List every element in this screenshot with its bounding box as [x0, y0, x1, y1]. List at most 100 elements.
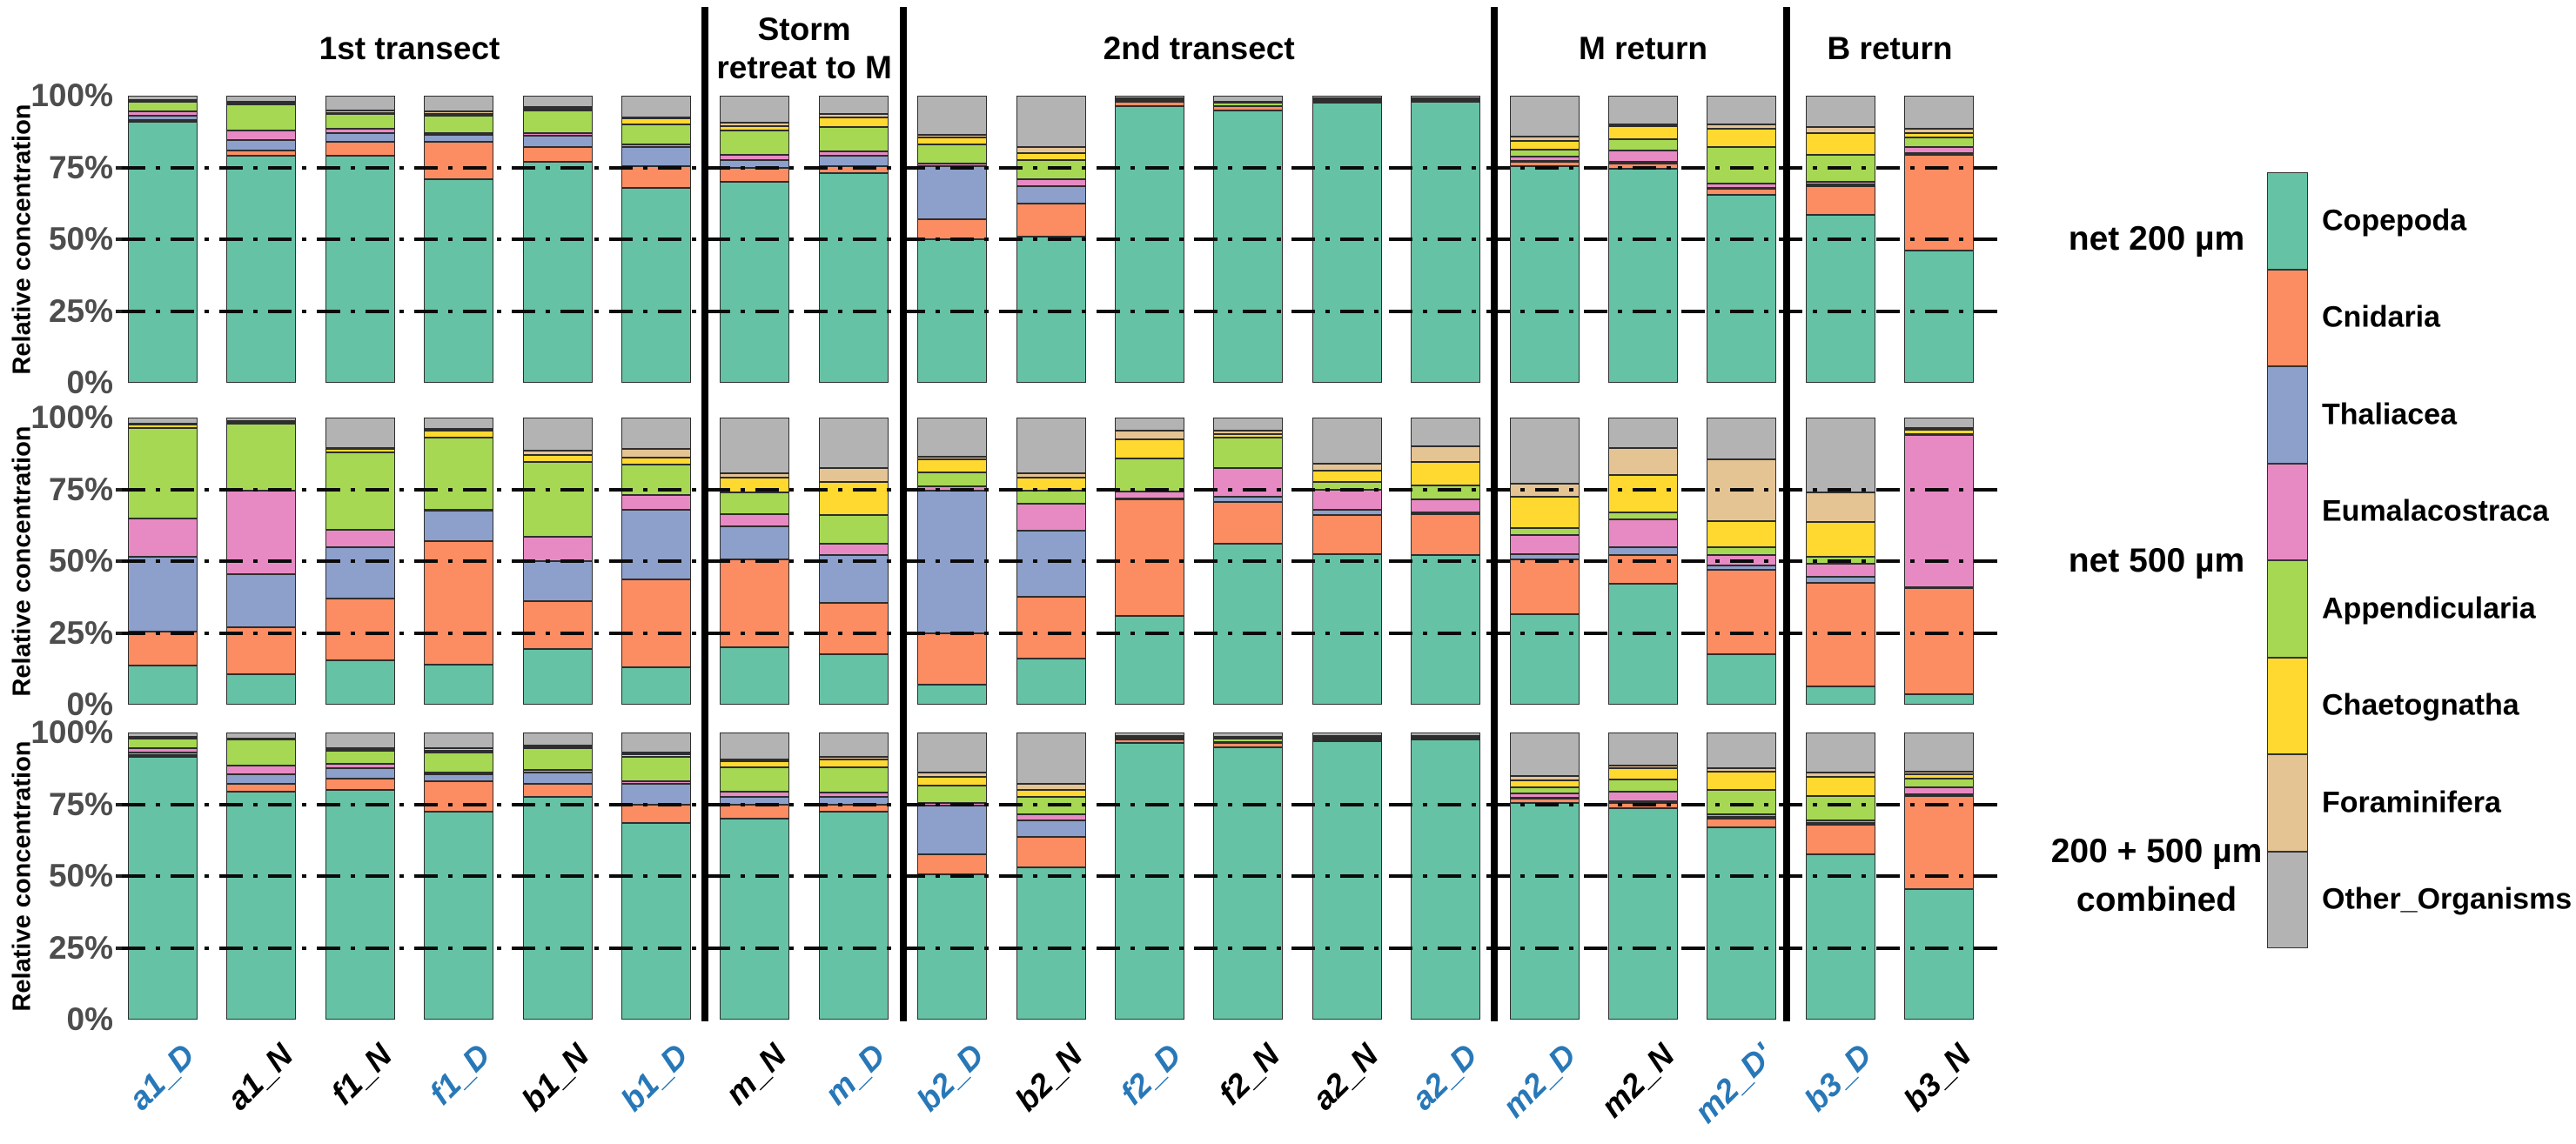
- segment-copepoda: [1115, 615, 1184, 705]
- legend-swatch-other_organisms: [2267, 851, 2308, 948]
- segment-other_organisms: [1411, 418, 1481, 446]
- segment-appendicularia: [818, 127, 889, 152]
- segment-thaliacea: [621, 147, 691, 166]
- segment-foraminifera: [424, 748, 494, 752]
- x-label-m_D: m_D: [817, 1037, 892, 1112]
- segment-foraminifera: [917, 134, 988, 137]
- segment-appendicularia: [917, 786, 988, 803]
- segment-eumalacostraca: [1509, 793, 1580, 798]
- segment-cnidaria: [818, 602, 889, 655]
- segment-chaetognatha: [424, 751, 494, 753]
- segment-thaliacea: [1805, 577, 1875, 583]
- segment-eumalacostraca: [1016, 504, 1086, 532]
- segment-other_organisms: [1805, 96, 1875, 128]
- gridline-25pct: [122, 946, 2002, 950]
- segment-chaetognatha: [325, 749, 395, 752]
- segment-thaliacea: [917, 165, 988, 219]
- bar-m2_N-net-200-m: [1608, 96, 1678, 383]
- segment-other_organisms: [1707, 418, 1777, 459]
- section-header-line: M return: [1579, 30, 1707, 66]
- segment-foraminifera: [720, 759, 790, 761]
- segment-appendicularia: [621, 124, 691, 145]
- segment-other_organisms: [818, 733, 889, 758]
- segment-cnidaria: [522, 784, 593, 798]
- bar-a2_N-net-200-m: [1311, 96, 1382, 383]
- segment-copepoda: [1213, 746, 1284, 1020]
- segment-thaliacea: [1016, 820, 1086, 838]
- segment-cnidaria: [720, 804, 790, 819]
- y-tick-label-100: 100%: [30, 714, 113, 750]
- segment-eumalacostraca: [1707, 814, 1777, 818]
- segment-appendicularia: [1509, 149, 1580, 157]
- segment-cnidaria: [917, 854, 988, 875]
- segment-other_organisms: [720, 733, 790, 760]
- x-label-f2_N: f2_N: [1211, 1037, 1287, 1112]
- segment-copepoda: [1707, 826, 1777, 1020]
- segment-foraminifera: [818, 757, 889, 760]
- segment-cnidaria: [424, 781, 494, 812]
- segment-other_organisms: [720, 418, 790, 474]
- segment-cnidaria: [917, 218, 988, 239]
- legend-label-copepoda: Copepoda: [2322, 204, 2467, 237]
- segment-cnidaria: [917, 632, 988, 685]
- segment-eumalacostraca: [522, 132, 593, 137]
- segment-chaetognatha: [720, 761, 790, 767]
- segment-foraminifera: [1509, 136, 1580, 141]
- y-tick-mark-75: [116, 165, 127, 170]
- segment-other_organisms: [1213, 418, 1284, 431]
- legend-swatch-cnidaria: [2267, 269, 2308, 366]
- bar-b3_D-net-200-m: [1805, 96, 1875, 383]
- segment-other_organisms: [1016, 96, 1086, 148]
- segment-cnidaria: [1904, 795, 1975, 889]
- bar-f2_D-200-500-m-combined: [1115, 733, 1184, 1020]
- segment-other_organisms: [1115, 733, 1184, 736]
- bar-m_N-200-500-m-combined: [720, 733, 790, 1020]
- segment-copepoda: [818, 654, 889, 705]
- segment-copepoda: [1311, 102, 1382, 383]
- segment-thaliacea: [226, 140, 297, 151]
- segment-other_organisms: [1311, 733, 1382, 736]
- segment-copepoda: [226, 674, 297, 705]
- x-label-a1_N: a1_N: [219, 1037, 300, 1117]
- segment-cnidaria: [1016, 597, 1086, 659]
- x-label-m2_N: m2_N: [1593, 1037, 1681, 1125]
- segment-appendicularia: [325, 114, 395, 129]
- bar-a1_N-net-500-m: [226, 418, 297, 705]
- segment-chaetognatha: [917, 137, 988, 145]
- segment-cnidaria: [424, 141, 494, 179]
- segment-other_organisms: [1311, 96, 1382, 98]
- segment-copepoda: [818, 811, 889, 1020]
- segment-chaetognatha: [621, 118, 691, 124]
- segment-appendicularia: [621, 757, 691, 782]
- segment-foraminifera: [818, 467, 889, 483]
- section-header-b-return: B return: [1828, 30, 1953, 68]
- segment-cnidaria: [1509, 798, 1580, 803]
- segment-appendicularia: [720, 492, 790, 514]
- segment-eumalacostraca: [325, 529, 395, 547]
- segment-eumalacostraca: [1016, 178, 1086, 186]
- legend-label-thaliacea: Thaliacea: [2322, 398, 2457, 432]
- segment-eumalacostraca: [1411, 499, 1481, 512]
- segment-copepoda: [424, 664, 494, 705]
- segment-chaetognatha: [621, 458, 691, 465]
- segment-other_organisms: [1608, 733, 1678, 766]
- segment-cnidaria: [1904, 588, 1975, 695]
- segment-copepoda: [1805, 854, 1875, 1020]
- segment-appendicularia: [720, 130, 790, 155]
- segment-appendicularia: [1608, 779, 1678, 792]
- segment-copepoda: [226, 156, 297, 383]
- segment-appendicularia: [1608, 138, 1678, 151]
- segment-eumalacostraca: [1608, 791, 1678, 802]
- segment-copepoda: [1509, 614, 1580, 705]
- segment-chaetognatha: [1016, 153, 1086, 161]
- segment-appendicularia: [917, 144, 988, 164]
- y-tick-label-0: 0%: [66, 686, 113, 722]
- segment-copepoda: [1213, 544, 1284, 705]
- segment-copepoda: [1213, 110, 1284, 383]
- segment-copepoda: [325, 790, 395, 1020]
- x-label-a2_N: a2_N: [1305, 1037, 1385, 1117]
- bar-b1_D-200-500-m-combined: [621, 733, 691, 1020]
- segment-cnidaria: [1509, 161, 1580, 166]
- segment-other_organisms: [621, 96, 691, 117]
- segment-cnidaria: [1707, 819, 1777, 827]
